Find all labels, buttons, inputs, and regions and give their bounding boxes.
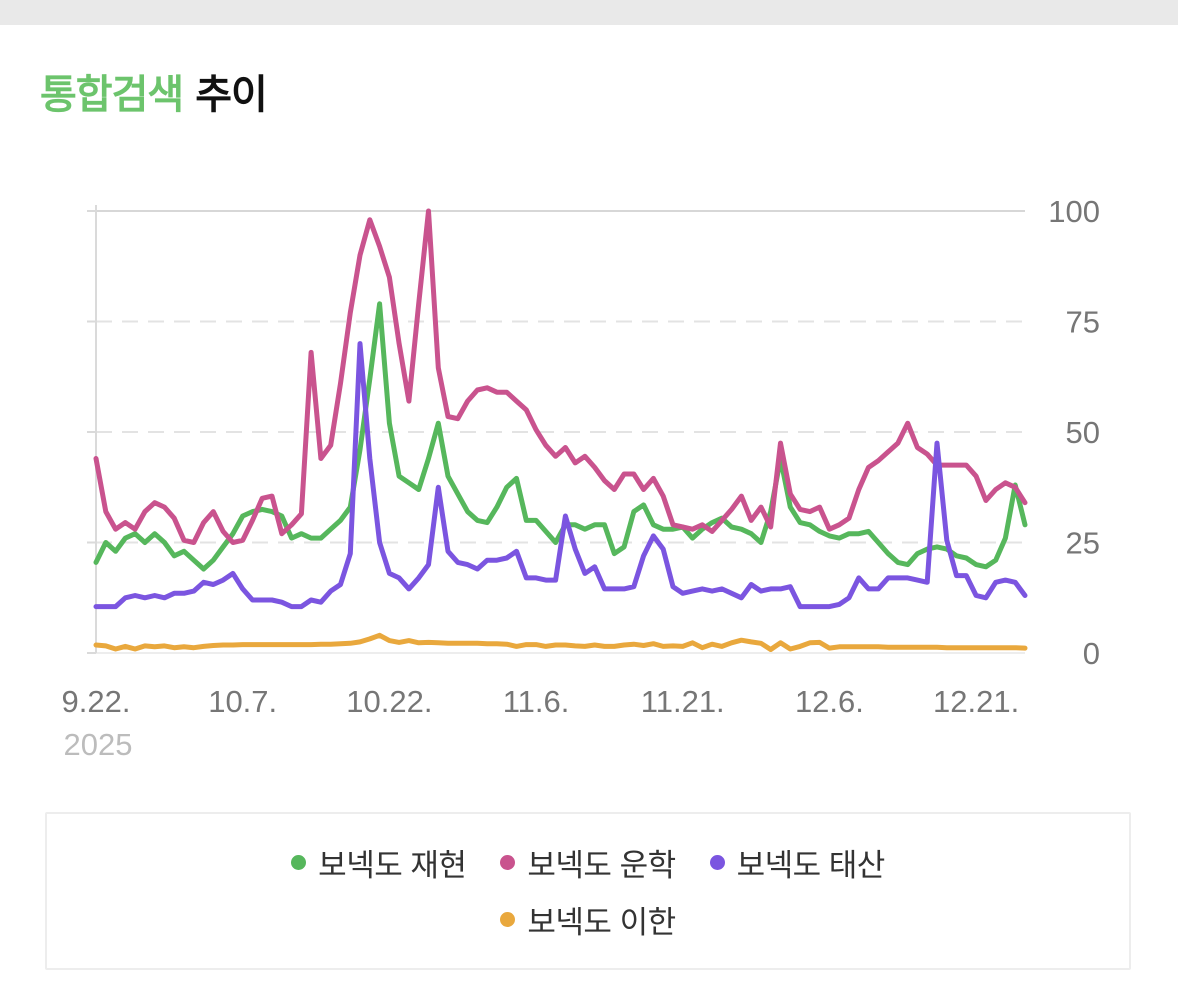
legend-item-1[interactable]: 보넥도 운학 xyxy=(500,840,676,885)
page-title-rest: 추이 xyxy=(195,73,268,117)
axis-layer xyxy=(87,205,97,654)
x-axis-tick-label: 10.22. xyxy=(346,684,432,719)
legend-row-1: 보넥도 재현 보넥도 운학 보넥도 태산 xyxy=(274,840,902,885)
x-axis-year-label: 2025 xyxy=(64,727,133,762)
legend-label: 보넥도 운학 xyxy=(527,848,676,883)
y-axis-tick-label: 0 xyxy=(1083,636,1100,671)
y-axis-tick-label: 25 xyxy=(1066,526,1100,561)
legend-dot-icon xyxy=(500,855,516,870)
x-axis-tick-label: 12.21. xyxy=(933,684,1019,719)
trend-chart-svg: 0 25 50 75 100 9.22. 10.7. 10.22. 11.6. 11.21. 12.… xyxy=(62,194,1100,762)
legend-label: 보넥도 태산 xyxy=(736,848,886,883)
legend-dot-icon xyxy=(291,855,307,870)
x-axis-tick-label: 12.6. xyxy=(795,684,864,719)
y-axis-tick-label: 50 xyxy=(1066,415,1100,450)
trend-chart: 0 25 50 75 100 9.22. 10.7. 10.22. 11.6. 11.21. 12.… xyxy=(0,180,1178,775)
series-line-1[interactable] xyxy=(93,208,1028,545)
grid-layer xyxy=(96,210,1025,654)
series-layer xyxy=(93,208,1028,652)
series-line-3[interactable] xyxy=(93,632,1028,652)
series-line-0[interactable] xyxy=(93,301,1028,572)
x-axis-tick-label: 10.7. xyxy=(208,684,277,719)
label-layer: 0 25 50 75 100 9.22. 10.7. 10.22. 11.6. 11.21. 12.… xyxy=(62,194,1100,762)
x-axis-tick-label: 11.6. xyxy=(503,684,570,719)
legend-dot-icon xyxy=(709,855,725,870)
chart-legend: 보넥도 재현 보넥도 운학 보넥도 태산 보넥도 이한 xyxy=(45,812,1131,970)
x-axis-tick-label: 11.21. xyxy=(641,684,725,719)
series-line-2[interactable] xyxy=(93,341,1028,610)
top-strip xyxy=(0,0,1178,25)
legend-label: 보넥도 이한 xyxy=(527,905,676,940)
legend-dot-icon xyxy=(500,912,516,927)
legend-label: 보넥도 재현 xyxy=(318,848,467,883)
legend-row-2: 보넥도 이한 xyxy=(483,897,692,942)
legend-item-0[interactable]: 보넥도 재현 xyxy=(291,840,467,885)
page-title: 통합검색 추이 xyxy=(40,62,268,120)
y-axis-tick-label: 75 xyxy=(1066,305,1100,340)
legend-item-2[interactable]: 보넥도 태산 xyxy=(709,840,886,885)
legend-item-3[interactable]: 보넥도 이한 xyxy=(500,897,676,942)
y-axis-tick-label: 100 xyxy=(1048,194,1100,229)
x-axis-tick-label: 9.22. xyxy=(62,684,131,719)
page-title-highlight: 통합검색 xyxy=(40,73,184,117)
